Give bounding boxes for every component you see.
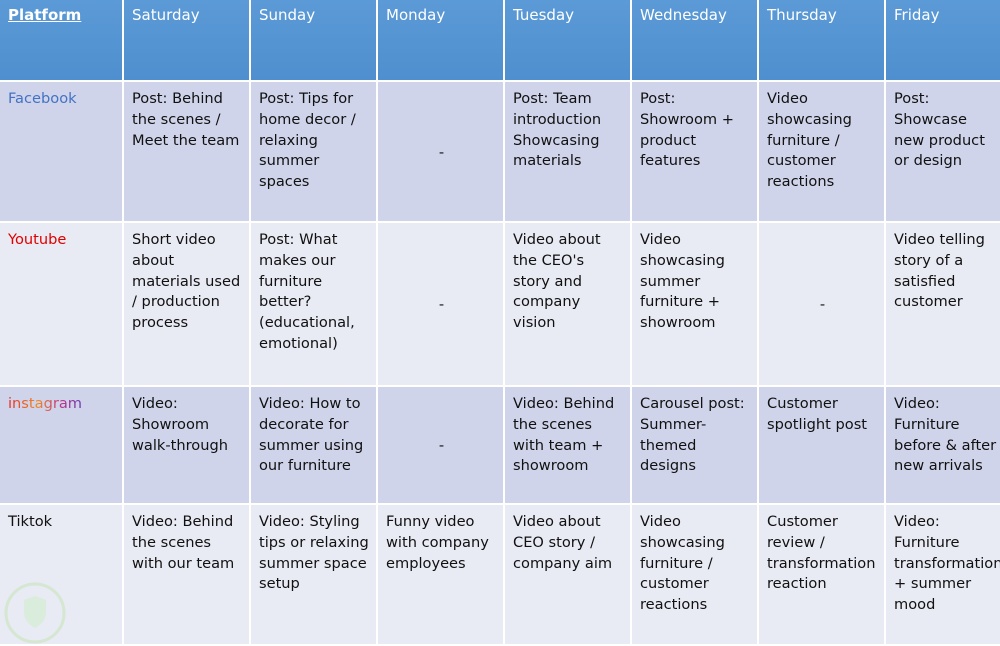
table-cell: Video about the CEO's story and company … xyxy=(505,223,630,385)
table-cell: - xyxy=(378,387,503,503)
table-cell: Short video about materials used / produ… xyxy=(124,223,249,385)
table-cell: Post: What makes our furniture better? (… xyxy=(251,223,376,385)
platform-name: Facebook xyxy=(8,90,77,107)
table-cell: Video: Behind the scenes with team + sho… xyxy=(505,387,630,503)
table-cell: - xyxy=(759,223,884,385)
platform-cell: Tiktok xyxy=(0,505,122,644)
header-cell: Friday xyxy=(886,0,1000,80)
table-cell: Video: Behind the scenes with our team xyxy=(124,505,249,644)
table-cell: Video: Showroom walk-through xyxy=(124,387,249,503)
header-cell: Saturday xyxy=(124,0,249,80)
header-cell: Thursday xyxy=(759,0,884,80)
table-cell: Video showcasing furniture / customer re… xyxy=(759,82,884,221)
table-cell: Video about CEO story / company aim xyxy=(505,505,630,644)
header-cell: Monday xyxy=(378,0,503,80)
table-cell: Post: Behind the scenes / Meet the team xyxy=(124,82,249,221)
table-cell: - xyxy=(378,223,503,385)
table-cell: Video showcasing furniture / customer re… xyxy=(632,505,757,644)
platform-name: Youtube xyxy=(8,231,67,248)
platform-cell: Facebook xyxy=(0,82,122,221)
platform-cell: instagram xyxy=(0,387,122,503)
header-cell: Wednesday xyxy=(632,0,757,80)
table-cell: Post: Team introduction Showcasing mater… xyxy=(505,82,630,221)
table-cell: Post: Showcase new product or design xyxy=(886,82,1000,221)
table-cell: Customer spotlight post xyxy=(759,387,884,503)
table-cell: Post: Showroom + product features xyxy=(632,82,757,221)
table-cell: Post: Tips for home decor / relaxing sum… xyxy=(251,82,376,221)
table-cell: Carousel post: Summer-themed designs xyxy=(632,387,757,503)
table-cell: Video showcasing summer furniture + show… xyxy=(632,223,757,385)
platform-cell: Youtube xyxy=(0,223,122,385)
watermark-logo xyxy=(4,582,66,644)
header-cell: Tuesday xyxy=(505,0,630,80)
table-cell: Video telling story of a satisfied custo… xyxy=(886,223,1000,385)
platform-name: Tiktok xyxy=(8,513,53,530)
table-cell: Video: Furniture before & after new arri… xyxy=(886,387,1000,503)
platform-name: instagram xyxy=(8,395,82,412)
table-cell: Video: How to decorate for summer using … xyxy=(251,387,376,503)
table-cell: Customer review / transformation reactio… xyxy=(759,505,884,644)
header-cell: Sunday xyxy=(251,0,376,80)
header-cell: Platform xyxy=(0,0,122,80)
table-cell: Video: Styling tips or relaxing summer s… xyxy=(251,505,376,644)
table-cell: Video: Furniture transformation + summer… xyxy=(886,505,1000,644)
table-cell: Funny video with company employees xyxy=(378,505,503,644)
table-cell: - xyxy=(378,82,503,221)
